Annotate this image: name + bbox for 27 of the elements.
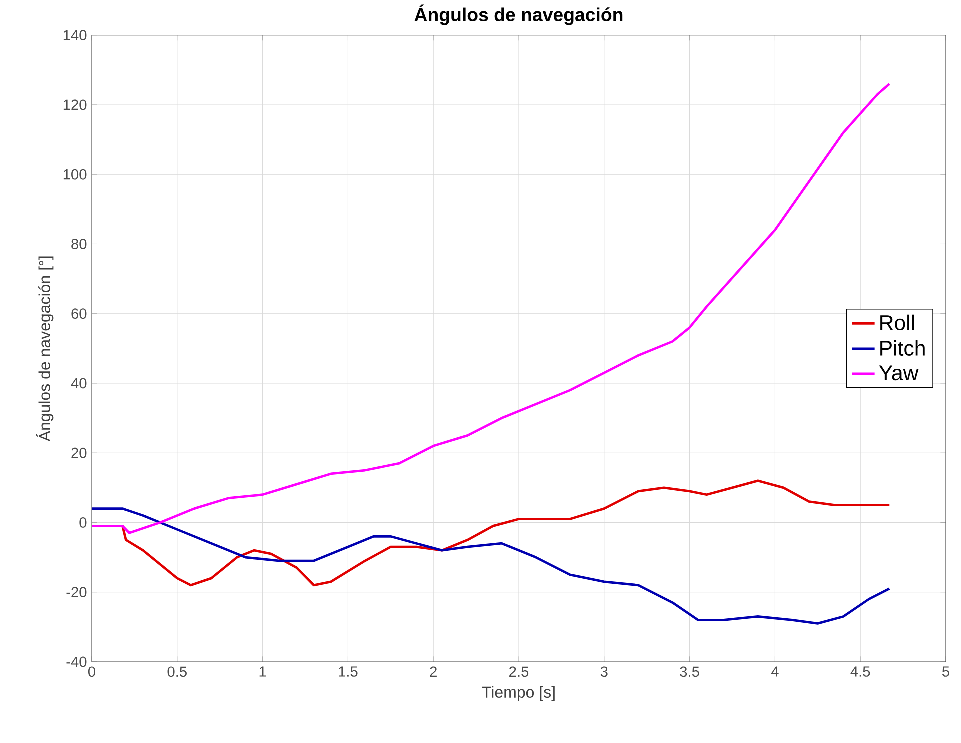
x-tick-label: 3.5 bbox=[680, 666, 700, 678]
x-tick-label: 5 bbox=[942, 666, 950, 677]
y-tick-label: 100 bbox=[64, 169, 87, 180]
y-tick-label: -20 bbox=[66, 587, 87, 598]
y-tick-label: 0 bbox=[80, 518, 87, 528]
x-tick-label: 1 bbox=[260, 666, 266, 677]
x-tick-label: 1.5 bbox=[339, 666, 358, 677]
x-axis-title: Tiempo [s] bbox=[482, 686, 555, 702]
x-tick-label: 2 bbox=[430, 666, 437, 677]
y-tick-label: 20 bbox=[72, 448, 87, 458]
x-tick-label: 0.5 bbox=[168, 666, 187, 678]
y-tick-label: -40 bbox=[66, 656, 87, 668]
x-tick-label: 4.5 bbox=[850, 666, 870, 677]
y-tick-label: 80 bbox=[72, 239, 87, 250]
x-tick-label: 2.5 bbox=[510, 666, 529, 678]
y-axis-title: Ángulos de navegación [°] bbox=[36, 256, 54, 442]
y-tick-label: 140 bbox=[64, 30, 87, 41]
y-tick-label: 40 bbox=[71, 378, 87, 389]
y-tick-label: 60 bbox=[72, 308, 87, 320]
chart-title: Ángulos de navegación bbox=[414, 4, 623, 26]
x-tick-label: 3 bbox=[600, 666, 608, 678]
legend-label: Yaw bbox=[879, 366, 919, 381]
x-tick-label: 0 bbox=[88, 666, 96, 678]
legend-label: Roll bbox=[880, 314, 914, 331]
legend-label: Pitch bbox=[880, 340, 925, 356]
x-tick-label: 4 bbox=[771, 666, 779, 677]
y-tick-label: 120 bbox=[64, 100, 87, 110]
